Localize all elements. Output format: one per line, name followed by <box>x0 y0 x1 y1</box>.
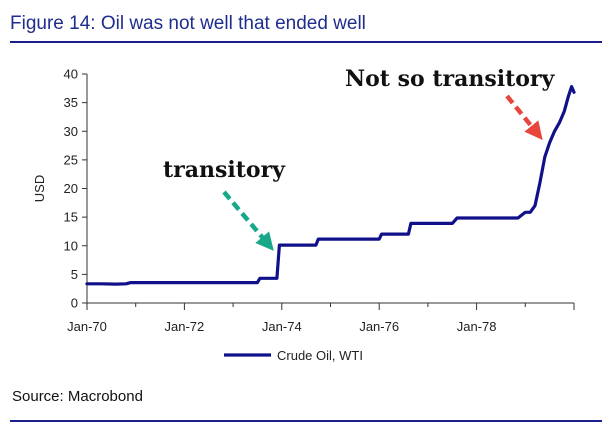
arrow-transitory <box>222 190 274 251</box>
x-tick-label: Jan-72 <box>165 319 205 334</box>
x-tick-label: Jan-74 <box>262 319 302 334</box>
bottom-rule <box>10 420 602 422</box>
y-tick-label: 30 <box>64 124 78 139</box>
y-axis: 0 5 10 15 20 25 30 35 40 <box>64 67 88 311</box>
y-tick-label: 15 <box>64 210 78 225</box>
x-tick-label: Jan-76 <box>359 319 399 334</box>
legend-label: Crude Oil, WTI <box>277 348 363 363</box>
annotations: transitory Not so transitory <box>163 66 555 251</box>
x-tick-label: Jan-78 <box>457 319 497 334</box>
x-axis: Jan-70 Jan-72 Jan-74 Jan-76 Jan-78 <box>67 302 575 334</box>
y-tick-label: 25 <box>64 152 78 167</box>
figure-title: Figure 14: Oil was not well that ended w… <box>10 13 366 34</box>
y-tick-label: 5 <box>71 267 78 282</box>
y-tick-label: 35 <box>64 95 78 110</box>
annotation-transitory: transitory <box>163 157 286 183</box>
legend: Crude Oil, WTI <box>224 348 363 363</box>
arrow-not-so-transitory <box>505 94 543 140</box>
y-axis-title: USD <box>32 175 47 202</box>
series-group <box>85 85 576 286</box>
source-note: Source: Macrobond <box>12 388 143 405</box>
title-rule <box>10 41 602 43</box>
y-tick-label: 40 <box>64 67 78 82</box>
annotation-not-so-transitory: Not so transitory <box>345 66 555 92</box>
series-line-crude-oil-wti <box>85 85 576 286</box>
x-tick-label: Jan-70 <box>67 319 107 334</box>
y-tick-label: 10 <box>64 238 78 253</box>
y-tick-label: 20 <box>64 181 78 196</box>
y-tick-label: 0 <box>71 296 78 311</box>
